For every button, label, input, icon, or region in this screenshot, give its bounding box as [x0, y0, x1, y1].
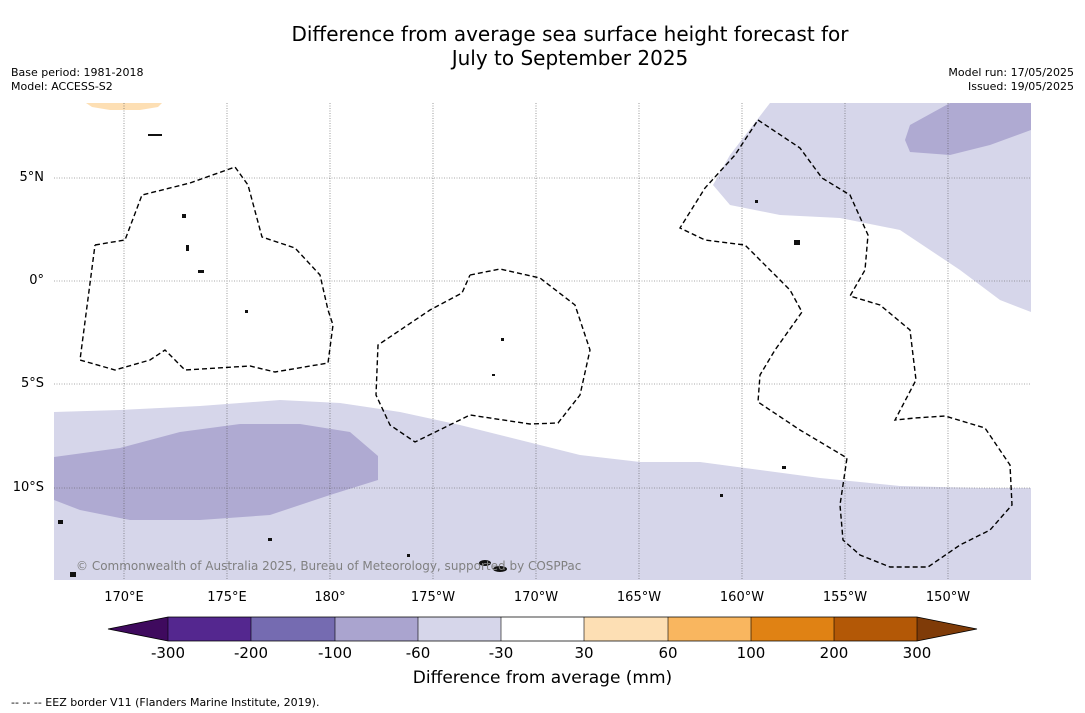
island [720, 494, 723, 497]
colorbar [107, 616, 978, 642]
lon-label-170w: 170°W [513, 590, 559, 605]
map-title: Difference from average sea surface heig… [0, 22, 1085, 70]
lon-label-160w: 160°W [719, 590, 765, 605]
colorbar-bin [168, 617, 251, 641]
lat-label-5s: 5°S [20, 376, 44, 391]
colorbar-tick: -300 [150, 644, 186, 662]
eez-kiribati-gilberts [79, 166, 334, 373]
map-plot-area [54, 103, 1031, 580]
colorbar-tick: 300 [902, 644, 932, 662]
island [501, 338, 504, 341]
colorbar-bin [501, 617, 584, 641]
colorbar-tick: -60 [405, 644, 431, 662]
title-line-1: Difference from average sea surface heig… [291, 22, 849, 46]
colorbar-bin [335, 617, 418, 641]
graticule [54, 103, 1031, 580]
colorbar-tick: 100 [736, 644, 766, 662]
colorbar-max-extend [917, 617, 977, 641]
eez-footnote: -- -- -- EEZ border V11 (Flanders Marine… [11, 696, 320, 709]
colorbar-bin [834, 617, 917, 641]
lon-label-155w: 155°W [822, 590, 868, 605]
southern-dark-band [54, 424, 378, 520]
base-info: Base period: 1981-2018 Model: ACCESS-S2 [11, 66, 143, 94]
island [407, 554, 410, 557]
colorbar-bin [584, 617, 668, 641]
island [148, 134, 162, 136]
northeast-light-band [713, 103, 1031, 312]
colorbar-bin [751, 617, 834, 641]
eez-kiribati-line [678, 119, 1013, 568]
island [493, 566, 507, 572]
island [186, 245, 189, 251]
colorbar-tick: 200 [819, 644, 849, 662]
base-period: Base period: 1981-2018 [11, 66, 144, 79]
copyright-notice: © Commonwealth of Australia 2025, Bureau… [76, 559, 582, 573]
island [782, 466, 786, 469]
colorbar-tick: -100 [317, 644, 353, 662]
colorbar-bin [668, 617, 751, 641]
colorbar-dividers [167, 617, 918, 641]
issued-date: Issued: 19/05/2025 [967, 80, 1074, 93]
island [268, 538, 272, 541]
colorbar-tick: 60 [658, 644, 678, 662]
colorbar-tick: -200 [233, 644, 269, 662]
island [198, 270, 204, 273]
colorbar-tick: 30 [574, 644, 594, 662]
island [479, 560, 491, 566]
lat-label-5n: 5°N [19, 170, 45, 185]
model-run: Model run: 17/05/2025 [948, 66, 1074, 79]
island [794, 240, 800, 245]
model-name: Model: ACCESS-S2 [11, 80, 113, 93]
colorbar-min-extend [108, 617, 168, 641]
colorbar-bin [251, 617, 335, 641]
island [182, 214, 186, 218]
island [70, 572, 76, 577]
eez-kiribati-phoenix [375, 268, 591, 443]
islands [58, 134, 800, 577]
lon-label-175e: 175°E [207, 590, 247, 605]
lon-label-170e: 170°E [104, 590, 144, 605]
lon-label-150w: 150°W [925, 590, 971, 605]
lat-label-0: 0° [29, 273, 44, 288]
run-info: Model run: 17/05/2025 Issued: 19/05/2025 [948, 66, 1074, 94]
island [492, 374, 495, 376]
lon-label-180: 180° [314, 590, 346, 605]
island [245, 310, 248, 313]
colorbar-tick: -30 [488, 644, 514, 662]
island [58, 520, 63, 524]
lon-label-165w: 165°W [616, 590, 662, 605]
colorbar-bin [418, 617, 501, 641]
lon-label-175w: 175°W [410, 590, 456, 605]
northeast-dark-patch [905, 103, 1031, 155]
colorbar-title: Difference from average (mm) [412, 668, 673, 688]
title-line-2: July to September 2025 [451, 46, 689, 70]
lat-label-10s: 10°S [12, 480, 44, 495]
island [755, 200, 758, 203]
eez-borders [79, 119, 1013, 568]
